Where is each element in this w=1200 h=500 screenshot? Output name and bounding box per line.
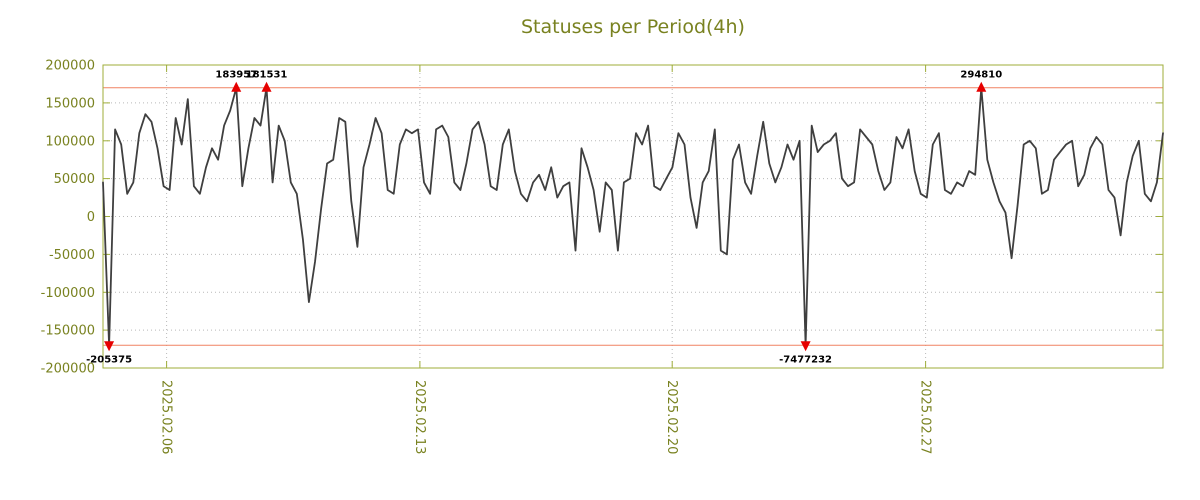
- x-tick-label: 2025.02.13: [412, 380, 427, 454]
- y-tick-label: 0: [87, 210, 95, 225]
- y-tick-label: -100000: [41, 286, 95, 301]
- peak-marker-up: [976, 81, 987, 92]
- y-tick-label: 100000: [45, 134, 95, 149]
- x-tick-label: 2025.02.20: [664, 380, 679, 454]
- annotation-label: 294810: [960, 70, 1002, 81]
- peak-marker-down: [104, 341, 115, 352]
- x-tick-label: 2025.02.06: [159, 380, 174, 454]
- y-tick-label: 200000: [45, 59, 95, 74]
- y-tick-label: -200000: [41, 362, 95, 377]
- x-tick-label: 2025.02.27: [918, 380, 933, 454]
- annotation-label: -205375: [86, 354, 132, 365]
- peak-marker-up: [231, 81, 242, 92]
- y-tick-label: -50000: [49, 248, 95, 263]
- peak-marker-down: [800, 341, 811, 352]
- y-tick-label: -150000: [41, 324, 95, 339]
- series-line: [102, 86, 1164, 347]
- annotation-label: 181531: [246, 70, 288, 81]
- y-tick-label: 50000: [54, 172, 95, 187]
- chart-title: Statuses per Period(4h): [521, 16, 745, 38]
- y-tick-label: 150000: [45, 96, 95, 111]
- annotation-label: 183957: [215, 70, 257, 81]
- annotation-label: -7477232: [779, 354, 832, 365]
- peak-marker-up: [261, 81, 272, 92]
